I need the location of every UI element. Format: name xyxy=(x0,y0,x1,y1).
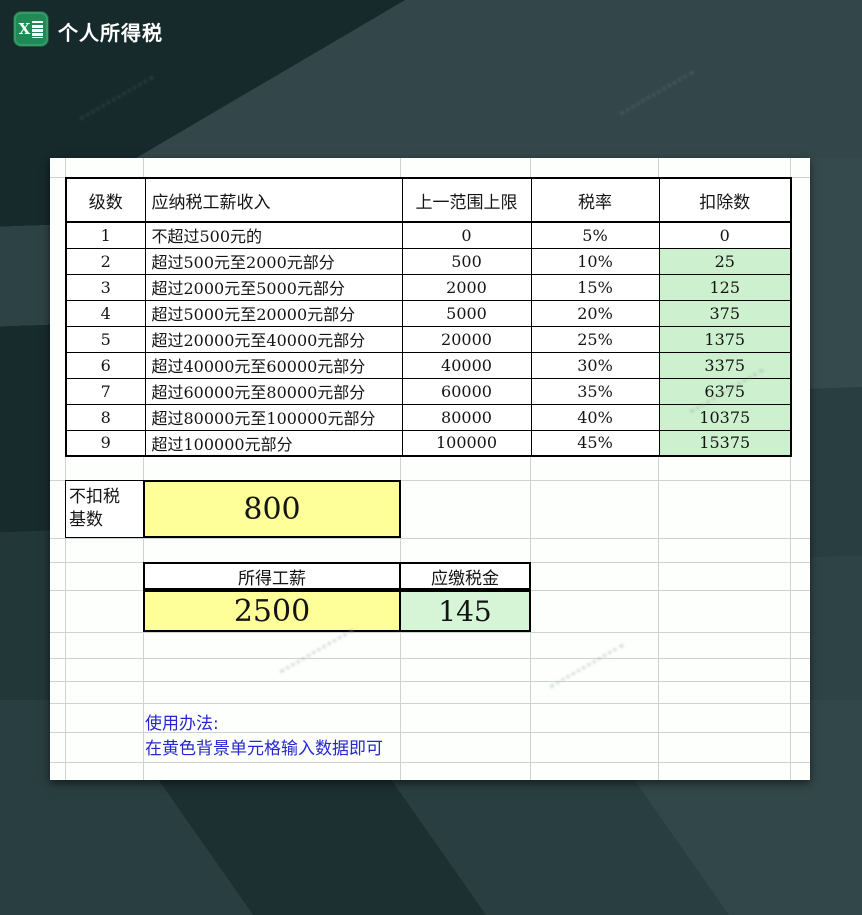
excel-sheet-glyph xyxy=(32,20,44,38)
cell-income-range: 超过100000元部分 xyxy=(144,429,403,457)
cell-level: 9 xyxy=(65,429,146,457)
income-header-cell: 所得工薪 xyxy=(143,562,401,590)
cell-income-range: 超过5000元至20000元部分 xyxy=(144,299,403,327)
cell-tax-rate: 45% xyxy=(530,429,660,457)
cell-range-limit: 80000 xyxy=(401,403,532,431)
watermark-mark xyxy=(79,75,165,139)
cell-income-range: 超过500元至2000元部分 xyxy=(144,247,403,275)
cell-level: 4 xyxy=(65,299,146,327)
column-header-limit: 上一范围上限 xyxy=(401,177,532,223)
cell-tax-rate: 30% xyxy=(530,351,660,379)
cell-level: 7 xyxy=(65,377,146,405)
cell-range-limit: 60000 xyxy=(401,377,532,405)
instructions-text: 在黄色背景单元格输入数据即可 xyxy=(145,739,383,759)
cell-range-limit: 0 xyxy=(401,221,532,249)
tax-due-header-cell: 应缴税金 xyxy=(399,562,531,590)
excel-x-glyph: X xyxy=(18,20,31,38)
gridline xyxy=(65,158,66,780)
table-row: 3 超过2000元至5000元部分 2000 15% 125 xyxy=(65,273,792,301)
gridline xyxy=(50,632,810,633)
cell-deduction: 125 xyxy=(658,273,792,301)
tax-due-result-cell: 145 xyxy=(399,590,531,632)
bg-left-bands xyxy=(0,158,52,780)
column-header-deduction: 扣除数 xyxy=(658,177,792,223)
watermark-mark xyxy=(619,70,705,134)
gridline xyxy=(790,158,791,780)
gridline xyxy=(50,538,810,539)
cell-range-limit: 5000 xyxy=(401,299,532,327)
base-amount-input-cell[interactable]: 800 xyxy=(143,480,401,538)
column-header-level: 级数 xyxy=(65,177,146,223)
table-row: 8 超过80000元至100000元部分 80000 40% 10375 xyxy=(65,403,792,431)
tax-rate-table: 级数 应纳税工薪收入 上一范围上限 税率 扣除数 1 不超过500元的 0 5%… xyxy=(65,177,792,457)
cell-tax-rate: 15% xyxy=(530,273,660,301)
table-row: 7 超过60000元至80000元部分 60000 35% 6375 xyxy=(65,377,792,405)
column-header-rate: 税率 xyxy=(530,177,660,223)
gridline xyxy=(530,158,531,780)
cell-tax-rate: 25% xyxy=(530,325,660,353)
gridline xyxy=(658,158,659,780)
cell-deduction: 10375 xyxy=(658,403,792,431)
cell-deduction: 6375 xyxy=(658,377,792,405)
table-row: 6 超过40000元至60000元部分 40000 30% 3375 xyxy=(65,351,792,379)
spreadsheet: 级数 应纳税工薪收入 上一范围上限 税率 扣除数 1 不超过500元的 0 5%… xyxy=(50,158,810,780)
cell-tax-rate: 20% xyxy=(530,299,660,327)
table-row: 5 超过20000元至40000元部分 20000 25% 1375 xyxy=(65,325,792,353)
table-row: 9 超过100000元部分 100000 45% 15375 xyxy=(65,429,792,457)
cell-deduction: 1375 xyxy=(658,325,792,353)
cell-tax-rate: 35% xyxy=(530,377,660,405)
cell-level: 1 xyxy=(65,221,146,249)
gridline xyxy=(50,762,810,763)
cell-range-limit: 40000 xyxy=(401,351,532,379)
cell-deduction: 15375 xyxy=(658,429,792,457)
title-bar: X 个人所得税 xyxy=(0,0,862,60)
cell-income-range: 超过40000元至60000元部分 xyxy=(144,351,403,379)
cell-income-range: 超过20000元至40000元部分 xyxy=(144,325,403,353)
table-row: 1 不超过500元的 0 5% 0 xyxy=(65,221,792,249)
cell-income-range: 不超过500元的 xyxy=(144,221,403,249)
cell-level: 2 xyxy=(65,247,146,275)
gridline xyxy=(50,703,810,704)
table-row: 2 超过500元至2000元部分 500 10% 25 xyxy=(65,247,792,275)
cell-income-range: 超过2000元至5000元部分 xyxy=(144,273,403,301)
cell-tax-rate: 40% xyxy=(530,403,660,431)
cell-deduction: 0 xyxy=(658,221,792,249)
base-amount-label: 不扣税 基数 xyxy=(65,480,144,538)
gridline xyxy=(50,732,810,733)
income-input-cell[interactable]: 2500 xyxy=(143,590,401,632)
cell-income-range: 超过80000元至100000元部分 xyxy=(144,403,403,431)
cell-range-limit: 20000 xyxy=(401,325,532,353)
cell-deduction: 25 xyxy=(658,247,792,275)
table-header-row: 级数 应纳税工薪收入 上一范围上限 税率 扣除数 xyxy=(65,177,792,223)
cell-tax-rate: 10% xyxy=(530,247,660,275)
cell-level: 3 xyxy=(65,273,146,301)
cell-level: 6 xyxy=(65,351,146,379)
cell-tax-rate: 5% xyxy=(530,221,660,249)
gridline xyxy=(50,681,810,682)
window-title: 个人所得税 xyxy=(58,21,163,45)
bg-right-bands xyxy=(808,158,862,780)
cell-deduction: 3375 xyxy=(658,351,792,379)
cell-range-limit: 500 xyxy=(401,247,532,275)
excel-app-icon: X xyxy=(13,11,49,47)
gridline xyxy=(143,158,144,780)
cell-range-limit: 100000 xyxy=(401,429,532,457)
cell-level: 5 xyxy=(65,325,146,353)
gridline xyxy=(50,480,810,481)
table-row: 4 超过5000元至20000元部分 5000 20% 375 xyxy=(65,299,792,327)
column-header-income: 应纳税工薪收入 xyxy=(144,177,403,223)
watermark-mark xyxy=(549,643,635,707)
gridline xyxy=(400,158,401,780)
cell-range-limit: 2000 xyxy=(401,273,532,301)
instructions-title: 使用办法: xyxy=(145,714,219,734)
cell-deduction: 375 xyxy=(658,299,792,327)
cell-level: 8 xyxy=(65,403,146,431)
gridline xyxy=(50,658,810,659)
cell-income-range: 超过60000元至80000元部分 xyxy=(144,377,403,405)
